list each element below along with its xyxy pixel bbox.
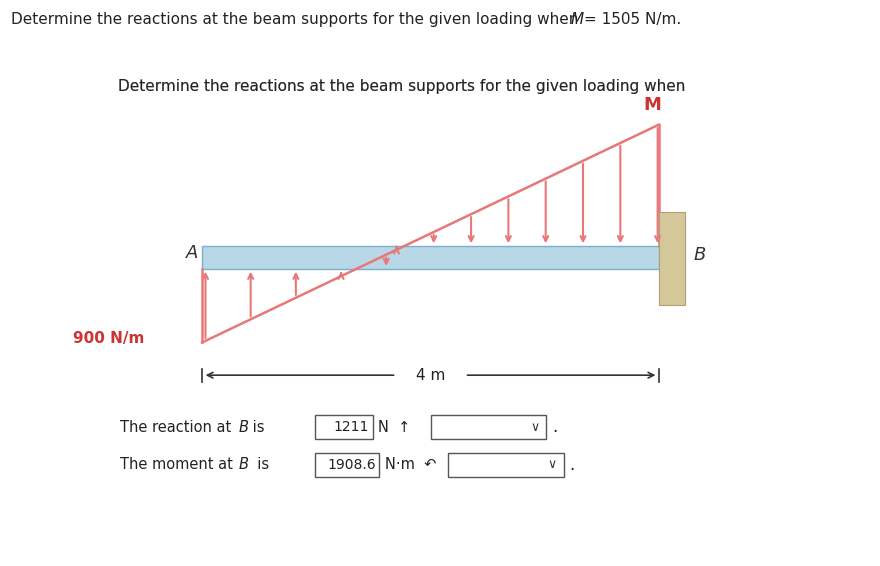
Text: M: M bbox=[570, 12, 583, 28]
Bar bbox=[430, 415, 546, 439]
Text: The moment at: The moment at bbox=[121, 457, 238, 472]
Text: 1908.6: 1908.6 bbox=[327, 457, 376, 471]
Text: Determine the reactions at the beam supports for the given loading when: Determine the reactions at the beam supp… bbox=[118, 79, 691, 94]
Text: is: is bbox=[248, 457, 269, 472]
Text: = 1505 N/m.: = 1505 N/m. bbox=[581, 12, 681, 28]
Text: M: M bbox=[643, 96, 661, 114]
Text: ∨: ∨ bbox=[531, 421, 539, 434]
Text: .: . bbox=[552, 418, 557, 436]
Text: N  ↑: N ↑ bbox=[378, 420, 410, 435]
Text: A: A bbox=[187, 244, 199, 262]
Text: 4 m: 4 m bbox=[416, 368, 445, 383]
Text: 1211: 1211 bbox=[334, 421, 370, 435]
Text: B: B bbox=[238, 457, 249, 472]
Text: Determine the reactions at the beam supports for the given loading when: Determine the reactions at the beam supp… bbox=[118, 79, 732, 94]
Text: B: B bbox=[693, 246, 706, 264]
Text: N·m  ↶: N·m ↶ bbox=[385, 457, 436, 472]
Text: .: . bbox=[569, 456, 575, 474]
Text: ∨: ∨ bbox=[547, 458, 557, 471]
Bar bbox=[315, 453, 379, 477]
Bar bbox=[448, 453, 563, 477]
Text: The reaction at: The reaction at bbox=[121, 420, 236, 435]
Bar bbox=[659, 212, 685, 306]
Text: Determine the reactions at the beam supports for the given loading when: Determine the reactions at the beam supp… bbox=[118, 79, 691, 94]
Text: Determine the reactions at the beam supports for the given loading when: Determine the reactions at the beam supp… bbox=[11, 12, 583, 28]
Bar bbox=[315, 415, 372, 439]
Text: is: is bbox=[248, 420, 264, 435]
Text: B: B bbox=[238, 420, 249, 435]
Text: 900 N/m: 900 N/m bbox=[73, 331, 144, 346]
Bar bbox=[202, 246, 659, 269]
